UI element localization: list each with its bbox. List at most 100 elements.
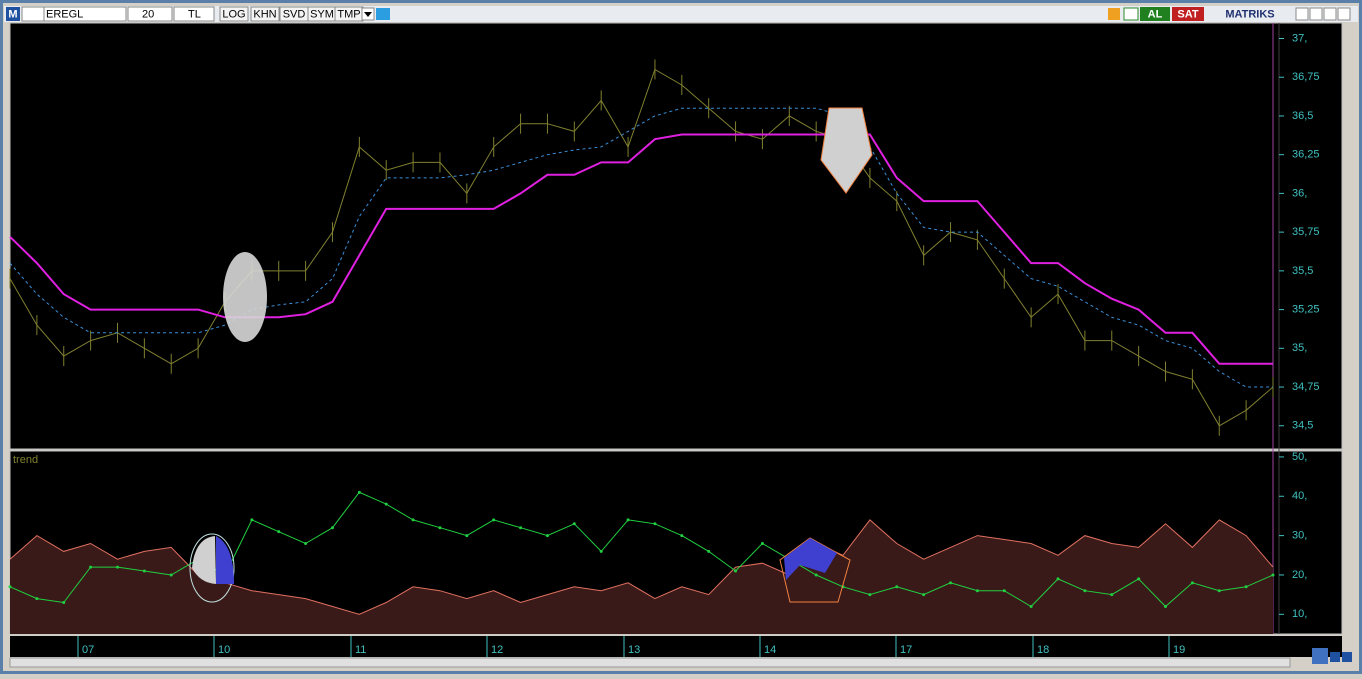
trend-dot (1217, 589, 1221, 593)
scrollbar[interactable] (9, 657, 1291, 668)
buy-label: AL (1148, 8, 1163, 20)
ellipse-annotation[interactable] (223, 252, 267, 342)
y-tick-label: 10, (1292, 608, 1307, 620)
trend-dot (411, 518, 415, 522)
trend-dot (1029, 604, 1033, 608)
right-arrow[interactable] (1342, 652, 1352, 662)
trend-dot (62, 601, 66, 605)
trend-dot (1271, 573, 1275, 577)
y-tick-label: 36, (1292, 187, 1307, 199)
x-tick-label: 07 (82, 644, 94, 656)
toolbar-button-label: KHN (253, 8, 276, 20)
trend-dot (89, 565, 93, 569)
brand: MATRIKS (1225, 8, 1274, 20)
trend-dot (949, 581, 953, 585)
trend-dot (1164, 604, 1168, 608)
trend-dot (1056, 577, 1060, 581)
trend-dot (599, 549, 603, 553)
trend-dot (922, 593, 926, 597)
currency-field[interactable] (173, 6, 215, 22)
trend-dot (169, 573, 173, 577)
trend-dot (707, 549, 711, 553)
logo-box[interactable] (6, 7, 20, 21)
ellipse-annotation-2[interactable] (189, 533, 235, 603)
trend-label: trend (13, 454, 38, 466)
logo: M (8, 8, 17, 20)
trend-dot (1002, 589, 1006, 593)
trend-dot (975, 589, 979, 593)
trend-dot (304, 541, 308, 545)
twitter-icon[interactable] (376, 8, 390, 20)
y-tick-label: 40, (1292, 490, 1307, 502)
trend-dot (572, 522, 576, 526)
trend-dot (35, 597, 39, 601)
close-btn[interactable] (1337, 7, 1351, 21)
flash-icon[interactable] (1108, 8, 1120, 20)
period-field[interactable] (127, 6, 173, 22)
toolbar-button-label: SVD (283, 8, 306, 20)
trend-dot (438, 526, 442, 530)
trend-dot (8, 585, 12, 589)
buy-button[interactable] (1140, 7, 1170, 21)
trend-dot (519, 526, 523, 530)
trend-dot (760, 541, 764, 545)
x-tick-label: 13 (628, 644, 640, 656)
y-tick-label: 35,25 (1292, 303, 1320, 315)
toolbar-button[interactable] (219, 6, 249, 22)
y-tick-label: 36,75 (1292, 71, 1320, 83)
y-tick-label: 35, (1292, 342, 1307, 354)
trend-dot (626, 518, 630, 522)
dropdown-arrow (364, 12, 372, 17)
toolbar-button-label: SYM (310, 8, 334, 20)
price-line (9, 133, 1273, 365)
trend-dot (357, 490, 361, 494)
trend-dot (330, 526, 334, 530)
trend-dot (895, 585, 899, 589)
trend-dot (492, 518, 496, 522)
y-tick-label: 50, (1292, 451, 1307, 463)
x-tick-label: 10 (218, 644, 230, 656)
y-tick-label: 36,5 (1292, 110, 1313, 122)
price-panel (9, 22, 1343, 450)
y-tick-label: 34,75 (1292, 381, 1320, 393)
x-tick-label: 11 (355, 644, 366, 656)
x-tick-label: 18 (1037, 644, 1049, 656)
toolbar-button[interactable] (250, 6, 280, 22)
trend-dot (1190, 581, 1194, 585)
left-arrow[interactable] (1330, 652, 1340, 662)
trend-dot (142, 569, 146, 573)
trend-dot (384, 502, 388, 506)
x-tick-label: 19 (1173, 644, 1185, 656)
symbol: EREGL (46, 8, 83, 20)
refresh-icon[interactable] (1123, 7, 1139, 21)
currency: TL (188, 8, 201, 20)
y-tick-label: 34,5 (1292, 420, 1313, 432)
sync-icon[interactable] (1312, 648, 1328, 664)
y-tick-label: 37, (1292, 32, 1307, 44)
y-tick-label: 20, (1292, 569, 1307, 581)
toolbar-button-label: TMP (337, 8, 360, 20)
trend-dot (680, 534, 684, 538)
y-tick-label: 35,75 (1292, 226, 1320, 238)
price-line (9, 68, 1274, 427)
pentagon-annotation[interactable] (820, 107, 873, 194)
symbol-field[interactable] (43, 6, 127, 22)
menu-btn[interactable] (1295, 7, 1309, 21)
maximize-btn[interactable] (1323, 7, 1337, 21)
sell-button[interactable] (1172, 7, 1204, 21)
trend-dot (277, 530, 281, 534)
sell-label: SAT (1177, 8, 1198, 20)
period: 20 (142, 8, 154, 20)
trend-dot (115, 565, 119, 569)
trend-dot (1110, 593, 1114, 597)
pentagon-annotation-2[interactable] (779, 537, 851, 603)
x-tick-label: 17 (900, 644, 912, 656)
ellipse-fill (192, 536, 216, 584)
trend-dot (868, 593, 872, 597)
minimize-btn[interactable] (1309, 7, 1323, 21)
trend-dot (1083, 589, 1087, 593)
trend-area (10, 519, 1273, 634)
ellipse-fill-blue (216, 536, 234, 584)
